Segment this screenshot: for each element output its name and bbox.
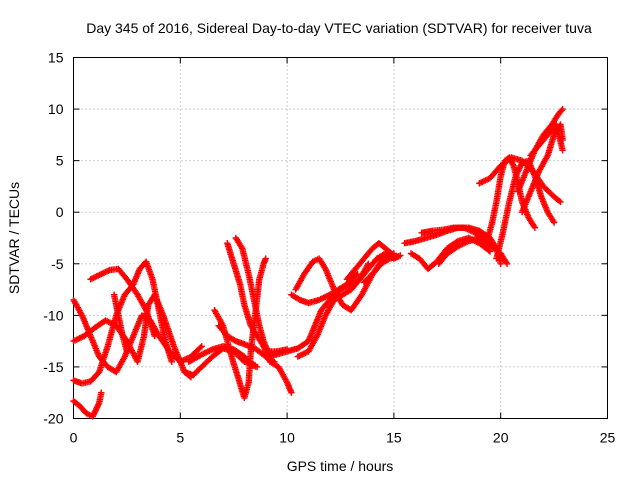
data-point xyxy=(354,270,361,278)
series-arc-f xyxy=(110,291,131,355)
y-tick-label: 5 xyxy=(56,153,64,169)
data-point xyxy=(503,260,511,267)
data-points xyxy=(70,105,566,420)
series-arc-p xyxy=(288,270,361,307)
data-point xyxy=(385,256,392,263)
data-point xyxy=(151,332,158,340)
data-point xyxy=(558,107,565,114)
data-point xyxy=(556,197,563,205)
series-arc-d xyxy=(70,389,105,420)
series-arc-q xyxy=(343,240,398,283)
data-point xyxy=(271,358,278,365)
data-point xyxy=(262,255,269,262)
grid-lines xyxy=(73,57,608,419)
data-point xyxy=(353,271,360,279)
y-tick-label: -10 xyxy=(43,307,63,323)
y-axis-label: SDTVAR / TECUs xyxy=(6,182,22,294)
y-tick-label: -15 xyxy=(43,359,63,375)
y-tick-label: 10 xyxy=(48,101,64,117)
series-arc-k xyxy=(224,240,295,396)
chart-title: Day 345 of 2016, Sidereal Day-to-day VTE… xyxy=(86,20,592,36)
x-tick-label: 15 xyxy=(386,430,402,446)
data-point xyxy=(557,198,564,206)
data-point xyxy=(269,357,277,365)
series-arc-r xyxy=(360,253,402,286)
y-tick-label: 15 xyxy=(48,50,64,66)
y-tick-label: -20 xyxy=(43,411,63,427)
series-arc-ab xyxy=(527,121,566,159)
data-point xyxy=(123,348,131,355)
data-point xyxy=(198,343,205,350)
data-point xyxy=(168,358,175,365)
data-point xyxy=(486,248,494,255)
x-axis: 0 5 10 15 20 25 xyxy=(70,57,616,446)
data-point xyxy=(550,217,557,225)
data-point xyxy=(559,105,566,113)
plot-frame xyxy=(73,57,608,419)
x-tick-label: 5 xyxy=(176,430,184,446)
x-tick-label: 10 xyxy=(279,430,295,446)
data-point xyxy=(395,253,402,260)
data-point xyxy=(531,224,539,231)
x-axis-label: GPS time / hours xyxy=(287,458,394,474)
data-point xyxy=(559,147,566,154)
data-point xyxy=(288,389,295,396)
x-tick-label: 25 xyxy=(600,430,616,446)
x-tick-label: 0 xyxy=(70,430,78,446)
y-axis: -20 -15 -10 -5 0 5 10 15 xyxy=(43,50,608,427)
series-arc-e xyxy=(87,265,158,340)
data-point xyxy=(197,344,204,351)
x-tick-label: 20 xyxy=(493,430,509,446)
data-point xyxy=(485,247,492,254)
y-tick-label: -5 xyxy=(51,256,64,272)
series-arc-v xyxy=(418,224,498,252)
data-point xyxy=(231,337,238,344)
data-point xyxy=(550,219,558,226)
data-point xyxy=(98,389,105,396)
y-tick-label: 0 xyxy=(56,204,64,220)
data-point xyxy=(489,244,497,251)
data-point xyxy=(254,363,261,371)
data-point xyxy=(497,260,504,267)
